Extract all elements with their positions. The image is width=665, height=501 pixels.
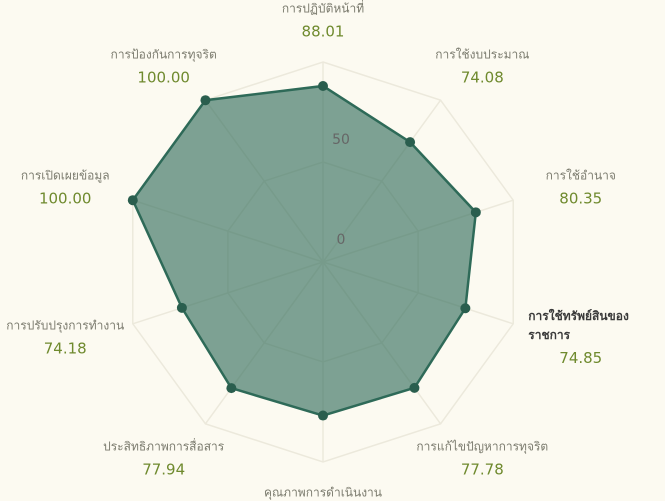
category-label: การปฏิบัติหน้าที่ xyxy=(281,1,365,16)
data-point xyxy=(460,303,471,314)
value-label: 100.00 xyxy=(38,189,92,208)
data-point xyxy=(127,195,138,206)
data-point xyxy=(200,95,211,106)
category-label: การใช้อำนาจ xyxy=(545,168,616,183)
data-point xyxy=(226,383,237,394)
axis-label: คุณภาพการดำเนินงาน76.77 xyxy=(264,484,382,501)
category-label: การป้องกันการทุจริต xyxy=(110,47,217,62)
data-point xyxy=(470,207,481,218)
value-label: 77.78 xyxy=(460,460,504,479)
axis-label: การใช้อำนาจ 80.35 xyxy=(546,167,616,208)
value-label: 77.94 xyxy=(142,460,186,479)
data-point xyxy=(409,382,420,393)
data-point xyxy=(318,410,328,421)
axis-label: การแก้ไขปัญหาการทุจริต 77.78 xyxy=(416,437,548,478)
r-tick-label: 0 xyxy=(337,232,346,248)
data-point xyxy=(176,302,187,313)
value-label: 74.18 xyxy=(43,339,87,358)
category-label: การแก้ไขปัญหาการทุจริต xyxy=(416,439,549,454)
category-label: การเปิดเผยข้อมูล xyxy=(20,168,110,183)
value-label: 80.35 xyxy=(559,189,603,208)
value-label: 74.08 xyxy=(460,68,504,87)
axis-label: ประสิทธิภาพการสื่อสาร 77.94 xyxy=(103,437,224,478)
data-point xyxy=(318,80,328,91)
axis-label: การเปิดเผยข้อมูล 100.00 xyxy=(21,167,110,208)
value-label: 74.85 xyxy=(559,348,603,367)
axis-label: การปฏิบัติหน้าที่ 88.01 xyxy=(282,0,364,41)
axis-label: การใช้ทรัพย์สินของราชการ 74.85 xyxy=(528,307,633,367)
axis-label: การป้องกันการทุจริต 100.00 xyxy=(111,46,217,87)
category-label: การใช้ทรัพย์สินของราชการ xyxy=(528,308,629,342)
category-label: ประสิทธิภาพการสื่อสาร xyxy=(103,439,225,454)
axis-label: การใช้งบประมาณ 74.08 xyxy=(435,46,529,87)
category-label: การปรับปรุงการทำงาน xyxy=(6,318,125,333)
axis-label: การปรับปรุงการทำงาน 74.18 xyxy=(6,316,124,357)
value-label: 100.00 xyxy=(137,68,190,87)
r-tick-label: 50 xyxy=(332,132,350,148)
data-point xyxy=(405,137,416,148)
category-label: การใช้งบประมาณ xyxy=(435,47,530,62)
value-label: 88.01 xyxy=(301,22,345,41)
category-label: คุณภาพการดำเนินงาน xyxy=(263,485,383,500)
radar-area xyxy=(131,84,478,417)
